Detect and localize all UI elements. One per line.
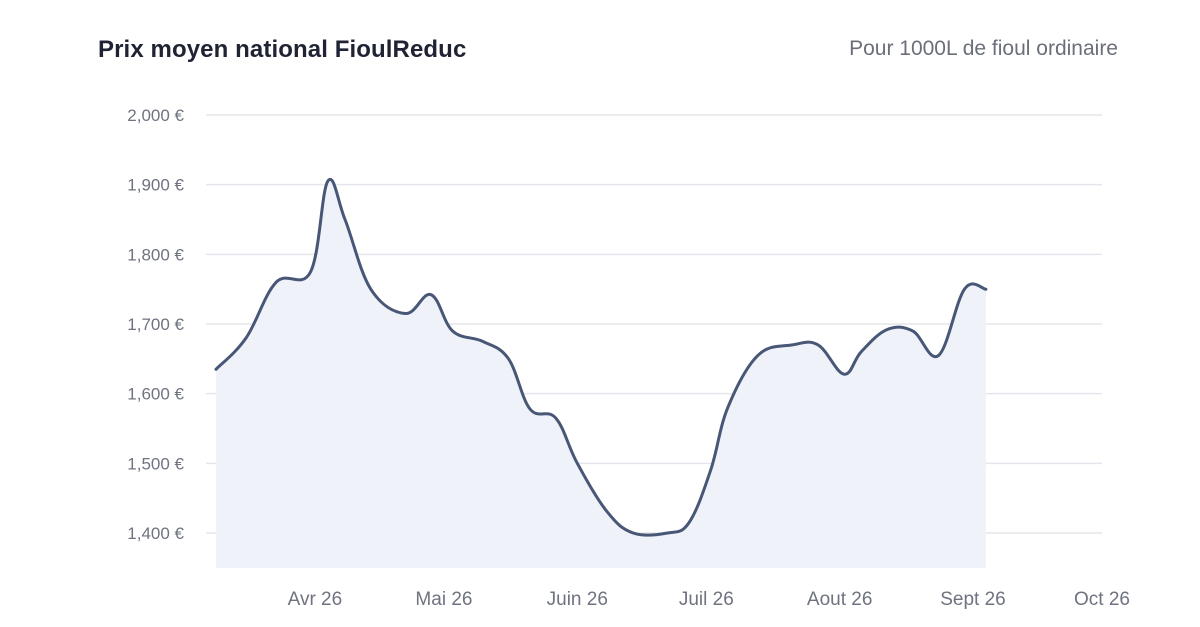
price-line — [214, 177, 988, 537]
x-tick-label: Sept 26 — [940, 589, 1006, 610]
y-tick-label: 1,700 € — [127, 315, 184, 334]
price-area — [216, 179, 986, 568]
chart-subtitle: Pour 1000L de fioul ordinaire — [849, 37, 1118, 60]
y-axis-ticks: 1,400 € 1,500 € 1,600 € 1,700 € 1,800 € 1,900… — [127, 106, 184, 543]
y-tick-label: 1,400 € — [127, 524, 184, 543]
y-tick-label: 1,500 € — [127, 454, 184, 473]
y-tick-label: 1,900 € — [127, 176, 184, 195]
y-tick-label: 1,800 € — [127, 245, 184, 264]
x-tick-label: Oct 26 — [1074, 589, 1130, 610]
y-tick-label: 2,000 € — [127, 106, 184, 125]
y-tick-label: 1,600 € — [127, 385, 184, 404]
x-axis-ticks: Avr 26 Mai 26 Juin 26 Juil 26 Aout 26 Sept 26… — [288, 589, 1130, 610]
x-tick-label: Avr 26 — [288, 589, 343, 610]
x-tick-label: Mai 26 — [415, 589, 472, 610]
x-tick-label: Juin 26 — [547, 589, 608, 610]
x-tick-label: Aout 26 — [807, 589, 873, 610]
chart-title: Prix moyen national FioulReduc — [98, 36, 467, 63]
x-tick-label: Juil 26 — [679, 589, 734, 610]
